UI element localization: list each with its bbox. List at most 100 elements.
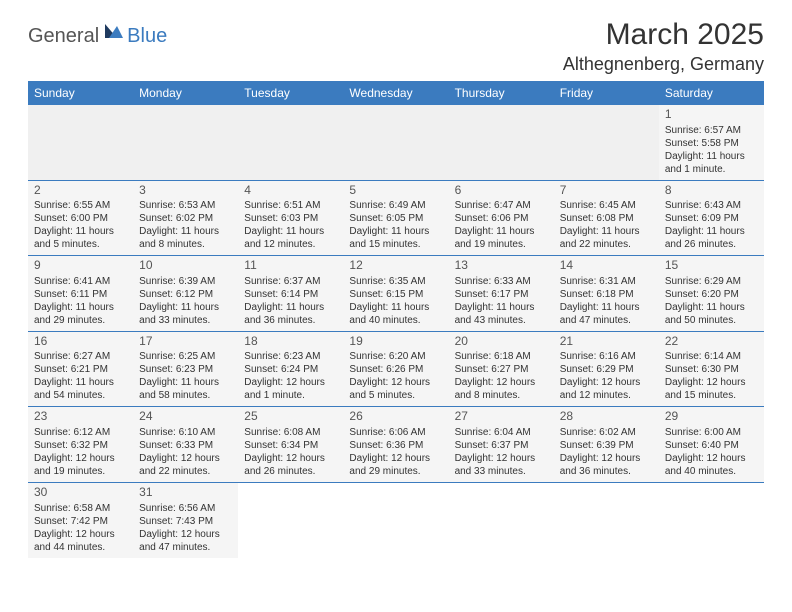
daylight-text: Daylight: 11 hours and 26 minutes. [665, 225, 758, 251]
sunset-text: Sunset: 6:14 PM [244, 288, 337, 301]
sunrise-text: Sunrise: 6:33 AM [455, 275, 548, 288]
daylight-text: Daylight: 11 hours and 5 minutes. [34, 225, 127, 251]
sunrise-text: Sunrise: 6:18 AM [455, 350, 548, 363]
daylight-text: Daylight: 12 hours and 19 minutes. [34, 452, 127, 478]
sunrise-text: Sunrise: 6:53 AM [139, 199, 232, 212]
page-header: General Blue March 2025 Althegnenberg, G… [28, 18, 764, 75]
empty-cell [659, 482, 764, 557]
day-number: 12 [349, 258, 442, 274]
sunrise-text: Sunrise: 6:00 AM [665, 426, 758, 439]
sunrise-text: Sunrise: 6:10 AM [139, 426, 232, 439]
dow-friday: Friday [554, 81, 659, 105]
sunrise-text: Sunrise: 6:51 AM [244, 199, 337, 212]
day-number: 30 [34, 485, 127, 501]
day-number: 23 [34, 409, 127, 425]
daylight-text: Daylight: 12 hours and 29 minutes. [349, 452, 442, 478]
sunset-text: Sunset: 6:12 PM [139, 288, 232, 301]
sunrise-text: Sunrise: 6:39 AM [139, 275, 232, 288]
day-number: 8 [665, 183, 758, 199]
day-cell: 2Sunrise: 6:55 AMSunset: 6:00 PMDaylight… [28, 180, 133, 256]
day-number: 26 [349, 409, 442, 425]
day-number: 5 [349, 183, 442, 199]
dow-wednesday: Wednesday [343, 81, 448, 105]
sunset-text: Sunset: 6:02 PM [139, 212, 232, 225]
daylight-text: Daylight: 12 hours and 15 minutes. [665, 376, 758, 402]
day-number: 1 [665, 107, 758, 123]
day-cell: 1Sunrise: 6:57 AMSunset: 5:58 PMDaylight… [659, 105, 764, 180]
sunset-text: Sunset: 6:00 PM [34, 212, 127, 225]
day-cell: 15Sunrise: 6:29 AMSunset: 6:20 PMDayligh… [659, 256, 764, 332]
day-number: 20 [455, 334, 548, 350]
daylight-text: Daylight: 11 hours and 36 minutes. [244, 301, 337, 327]
day-cell: 14Sunrise: 6:31 AMSunset: 6:18 PMDayligh… [554, 256, 659, 332]
day-cell: 11Sunrise: 6:37 AMSunset: 6:14 PMDayligh… [238, 256, 343, 332]
sunrise-text: Sunrise: 6:58 AM [34, 502, 127, 515]
day-cell: 21Sunrise: 6:16 AMSunset: 6:29 PMDayligh… [554, 331, 659, 407]
daylight-text: Daylight: 12 hours and 8 minutes. [455, 376, 548, 402]
sunrise-text: Sunrise: 6:43 AM [665, 199, 758, 212]
sunset-text: Sunset: 6:37 PM [455, 439, 548, 452]
day-number: 18 [244, 334, 337, 350]
day-cell: 19Sunrise: 6:20 AMSunset: 6:26 PMDayligh… [343, 331, 448, 407]
sunrise-text: Sunrise: 6:02 AM [560, 426, 653, 439]
logo-text-general: General [28, 25, 99, 48]
day-number: 22 [665, 334, 758, 350]
day-cell: 13Sunrise: 6:33 AMSunset: 6:17 PMDayligh… [449, 256, 554, 332]
daylight-text: Daylight: 11 hours and 33 minutes. [139, 301, 232, 327]
weeks-body: 1Sunrise: 6:57 AMSunset: 5:58 PMDaylight… [28, 105, 764, 558]
daylight-text: Daylight: 12 hours and 36 minutes. [560, 452, 653, 478]
sunset-text: Sunset: 6:24 PM [244, 363, 337, 376]
dow-saturday: Saturday [659, 81, 764, 105]
day-number: 4 [244, 183, 337, 199]
sunset-text: Sunset: 6:08 PM [560, 212, 653, 225]
daylight-text: Daylight: 11 hours and 58 minutes. [139, 376, 232, 402]
day-cell: 27Sunrise: 6:04 AMSunset: 6:37 PMDayligh… [449, 407, 554, 483]
week-row: 1Sunrise: 6:57 AMSunset: 5:58 PMDaylight… [28, 105, 764, 180]
sunset-text: Sunset: 6:32 PM [34, 439, 127, 452]
sunset-text: Sunset: 6:26 PM [349, 363, 442, 376]
day-number: 7 [560, 183, 653, 199]
day-cell: 26Sunrise: 6:06 AMSunset: 6:36 PMDayligh… [343, 407, 448, 483]
sunset-text: Sunset: 6:09 PM [665, 212, 758, 225]
daylight-text: Daylight: 11 hours and 15 minutes. [349, 225, 442, 251]
day-number: 9 [34, 258, 127, 274]
sunset-text: Sunset: 6:23 PM [139, 363, 232, 376]
day-cell: 8Sunrise: 6:43 AMSunset: 6:09 PMDaylight… [659, 180, 764, 256]
daylight-text: Daylight: 11 hours and 1 minute. [665, 150, 758, 176]
daylight-text: Daylight: 12 hours and 22 minutes. [139, 452, 232, 478]
sunset-text: Sunset: 6:33 PM [139, 439, 232, 452]
day-cell: 28Sunrise: 6:02 AMSunset: 6:39 PMDayligh… [554, 407, 659, 483]
day-of-week-row: Sunday Monday Tuesday Wednesday Thursday… [28, 81, 764, 105]
day-number: 21 [560, 334, 653, 350]
day-cell: 29Sunrise: 6:00 AMSunset: 6:40 PMDayligh… [659, 407, 764, 483]
week-row: 23Sunrise: 6:12 AMSunset: 6:32 PMDayligh… [28, 407, 764, 483]
sunset-text: Sunset: 6:30 PM [665, 363, 758, 376]
week-row: 30Sunrise: 6:58 AMSunset: 7:42 PMDayligh… [28, 482, 764, 557]
month-title: March 2025 [563, 18, 764, 52]
daylight-text: Daylight: 12 hours and 44 minutes. [34, 528, 127, 554]
day-cell: 23Sunrise: 6:12 AMSunset: 6:32 PMDayligh… [28, 407, 133, 483]
dow-thursday: Thursday [449, 81, 554, 105]
sunset-text: Sunset: 6:18 PM [560, 288, 653, 301]
week-row: 9Sunrise: 6:41 AMSunset: 6:11 PMDaylight… [28, 256, 764, 332]
empty-cell [343, 105, 448, 180]
sunrise-text: Sunrise: 6:04 AM [455, 426, 548, 439]
sunrise-text: Sunrise: 6:14 AM [665, 350, 758, 363]
sunset-text: Sunset: 6:34 PM [244, 439, 337, 452]
sunset-text: Sunset: 6:36 PM [349, 439, 442, 452]
sunrise-text: Sunrise: 6:29 AM [665, 275, 758, 288]
day-cell: 4Sunrise: 6:51 AMSunset: 6:03 PMDaylight… [238, 180, 343, 256]
day-cell: 25Sunrise: 6:08 AMSunset: 6:34 PMDayligh… [238, 407, 343, 483]
sunrise-text: Sunrise: 6:49 AM [349, 199, 442, 212]
sunset-text: Sunset: 7:43 PM [139, 515, 232, 528]
daylight-text: Daylight: 11 hours and 12 minutes. [244, 225, 337, 251]
day-number: 27 [455, 409, 548, 425]
sunset-text: Sunset: 6:06 PM [455, 212, 548, 225]
empty-cell [554, 482, 659, 557]
empty-cell [554, 105, 659, 180]
day-number: 29 [665, 409, 758, 425]
empty-cell [343, 482, 448, 557]
day-number: 17 [139, 334, 232, 350]
sunrise-text: Sunrise: 6:35 AM [349, 275, 442, 288]
day-number: 6 [455, 183, 548, 199]
